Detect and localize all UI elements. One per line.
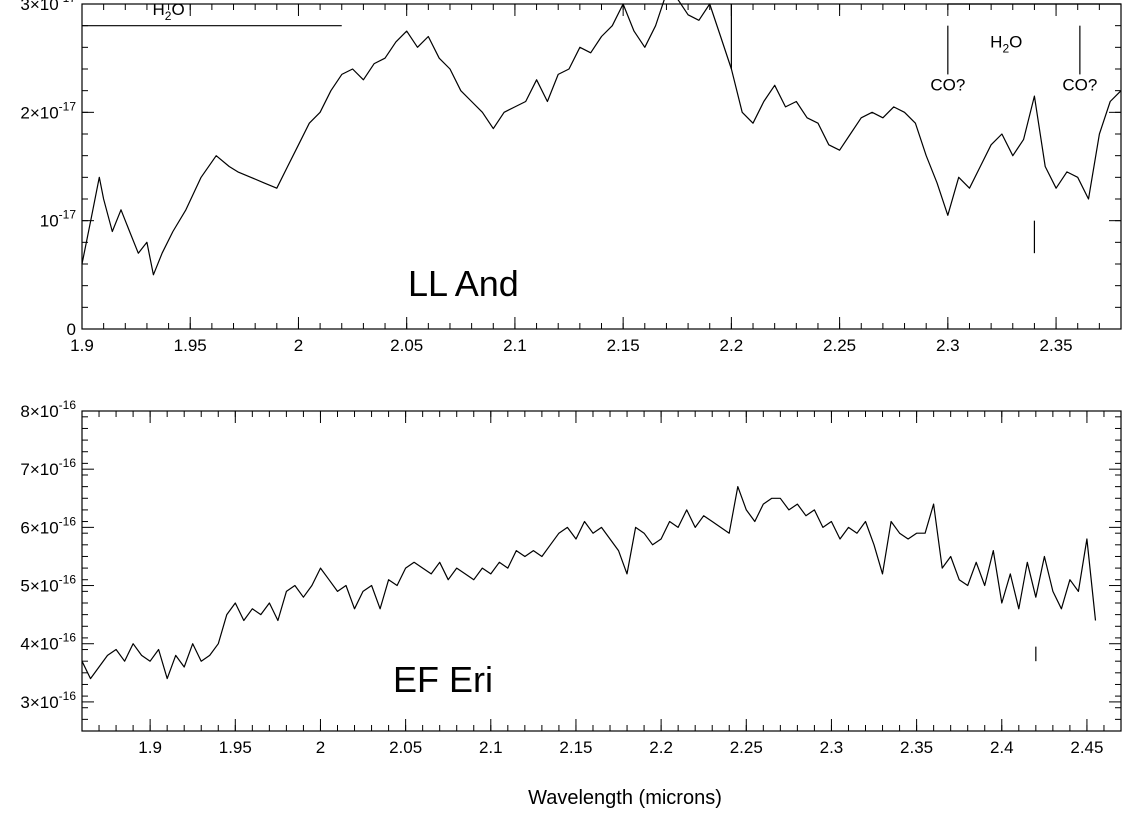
x-tick-label: 2.35 xyxy=(1040,336,1073,355)
x-minor-ticks xyxy=(81,411,1122,731)
y-tick-label: 3×10-16 xyxy=(20,689,76,712)
plot-frame xyxy=(81,410,1122,732)
x-tick-label: 2 xyxy=(294,336,303,355)
x-tick-label: 2.05 xyxy=(390,336,423,355)
feature-label: CH4 xyxy=(716,0,748,1)
x-tick-label: 2.45 xyxy=(1070,738,1103,757)
y-tick-label: 10-17 xyxy=(40,208,77,231)
x-tick-label: 2.25 xyxy=(823,336,856,355)
y-minor-ticks xyxy=(82,3,1121,330)
feature-label: CO? xyxy=(1062,76,1097,95)
spectrum-line xyxy=(81,0,1122,276)
feature-label: H2O xyxy=(152,0,184,23)
feature-label: H2O xyxy=(990,32,1022,55)
x-tick-label: 2.2 xyxy=(649,738,673,757)
x-tick-label: 2.1 xyxy=(503,336,527,355)
y-tick-label: 2×10-17 xyxy=(20,99,76,122)
x-tick-label: 2.05 xyxy=(389,738,422,757)
x-tick-label: 2.15 xyxy=(607,336,640,355)
x-tick-label: 2.35 xyxy=(900,738,933,757)
x-tick-label: 1.9 xyxy=(138,738,162,757)
y-tick-label: 4×10-16 xyxy=(20,631,76,654)
y-tick-label: 8×10-16 xyxy=(20,398,76,421)
y-tick-label: 3×10-17 xyxy=(20,0,76,14)
y-tick-label: 6×10-16 xyxy=(20,514,76,537)
x-tick-label: 2.25 xyxy=(730,738,763,757)
star-label: LL And xyxy=(408,263,519,304)
x-tick-label: 1.95 xyxy=(219,738,252,757)
x-tick-label: 2.2 xyxy=(720,336,744,355)
x-tick-label: 1.95 xyxy=(174,336,207,355)
x-tick-label: 2.1 xyxy=(479,738,503,757)
y-tick-label: 0 xyxy=(67,320,76,339)
y-minor-ticks xyxy=(82,416,1121,732)
panel-ef-eri: 1.9 1.95 2 2.05 2.1 2.15 2.2 2.25 2.3 2.35 2.4 2.45… xyxy=(20,398,1122,757)
y-tick-label: 5×10-16 xyxy=(20,573,76,596)
x-tick-label: 2.3 xyxy=(936,336,960,355)
feature-label: CO? xyxy=(930,76,965,95)
x-axis-title: Wavelength (microns) xyxy=(528,787,722,809)
star-label: EF Eri xyxy=(393,659,493,700)
panel-ll-and: 1.9 1.95 2 2.05 2.1 2.15 2.2 2.25 2.3 2.35 0 10-17 2… xyxy=(20,0,1122,355)
x-tick-label: 2.4 xyxy=(990,738,1014,757)
plot-frame xyxy=(81,3,1122,330)
spectrum-line xyxy=(81,486,1097,680)
x-tick-label: 1.9 xyxy=(70,336,94,355)
x-tick-label: 2.3 xyxy=(820,738,844,757)
x-tick-label: 2.15 xyxy=(559,738,592,757)
x-minor-ticks xyxy=(81,4,1122,329)
y-tick-label: 7×10-16 xyxy=(20,456,76,479)
x-tick-label: 2 xyxy=(316,738,325,757)
